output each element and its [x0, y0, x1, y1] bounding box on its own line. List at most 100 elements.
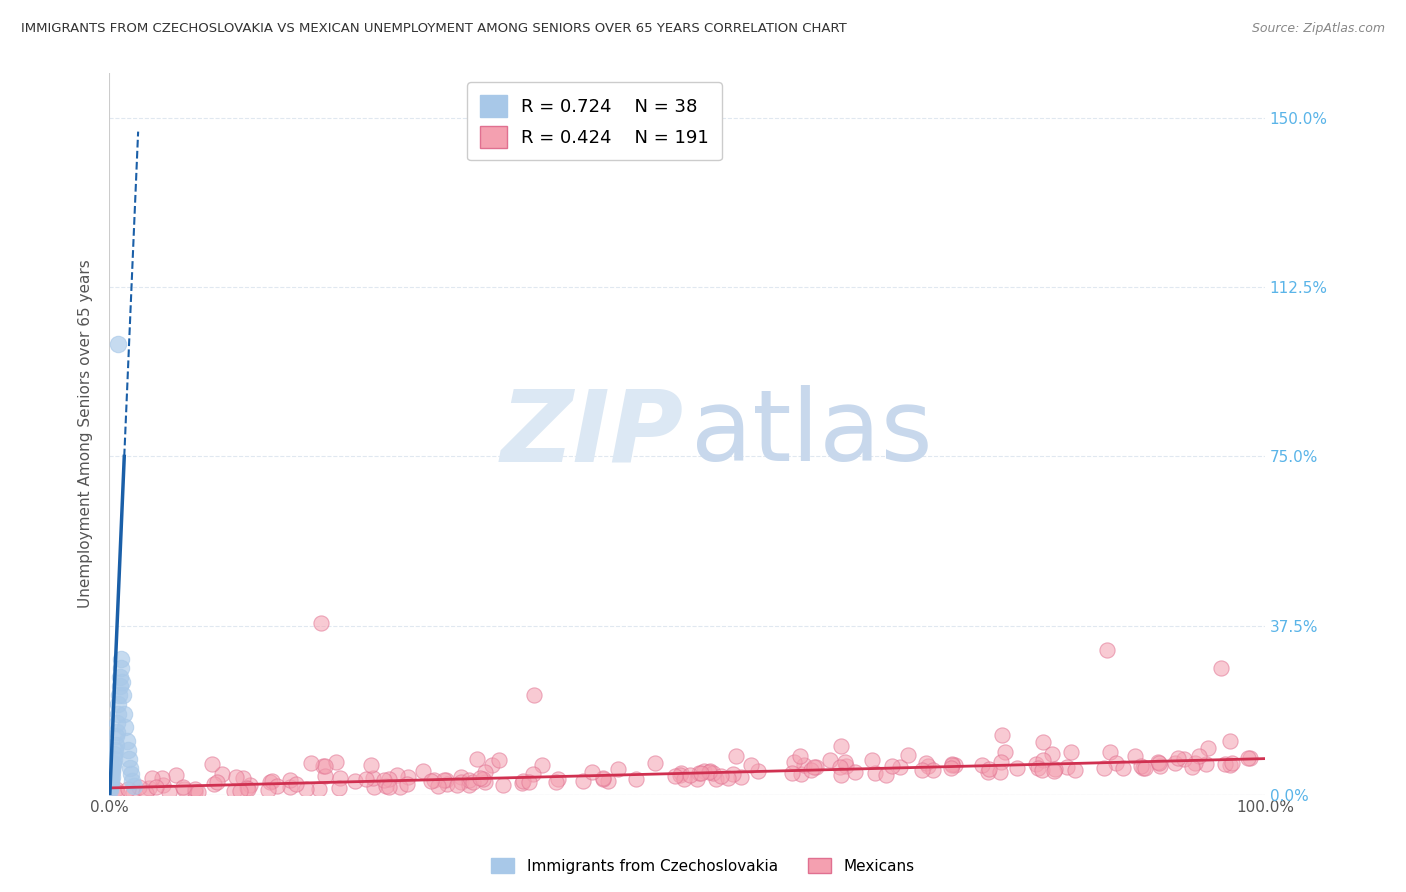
Point [141, 771, 163, 785]
Point [423, 772, 446, 787]
Point [830, 767, 852, 781]
Point [671, 766, 693, 780]
Point [108, 680, 131, 694]
Point [730, 770, 752, 784]
Point [202, 777, 225, 791]
Point [492, 778, 515, 792]
Point [686, 772, 709, 786]
Point [664, 769, 686, 783]
Point [1213, 757, 1236, 772]
Point [138, 781, 160, 796]
Point [105, 724, 128, 739]
Point [278, 780, 301, 794]
Point [187, 785, 209, 799]
Text: IMMIGRANTS FROM CZECHOSLOVAKIA VS MEXICAN UNEMPLOYMENT AMONG SENIORS OVER 65 YEA: IMMIGRANTS FROM CZECHOSLOVAKIA VS MEXICA… [21, 22, 846, 36]
Point [295, 781, 318, 796]
Point [103, 751, 125, 765]
Point [939, 761, 962, 775]
Point [1025, 757, 1047, 772]
Point [844, 764, 866, 779]
Point [314, 769, 336, 783]
Point [165, 767, 187, 781]
Point [128, 780, 150, 794]
Point [117, 782, 139, 797]
Point [104, 742, 127, 756]
Point [1032, 754, 1054, 768]
Point [941, 757, 963, 772]
Point [118, 751, 141, 765]
Point [988, 764, 1011, 779]
Point [690, 766, 713, 780]
Point [471, 772, 494, 786]
Point [412, 764, 434, 779]
Point [882, 759, 904, 773]
Point [1211, 661, 1233, 675]
Point [704, 772, 727, 787]
Point [284, 777, 307, 791]
Point [1032, 734, 1054, 748]
Point [780, 766, 803, 780]
Point [112, 689, 135, 703]
Point [626, 772, 648, 786]
Point [977, 764, 1000, 779]
Point [1040, 747, 1063, 761]
Point [793, 757, 815, 772]
Point [1195, 757, 1218, 772]
Point [299, 756, 322, 771]
Point [101, 761, 124, 775]
Point [523, 689, 546, 703]
Point [828, 760, 851, 774]
Point [111, 674, 134, 689]
Point [107, 698, 129, 712]
Point [1219, 757, 1241, 772]
Point [105, 729, 128, 743]
Point [436, 777, 458, 791]
Point [1099, 745, 1122, 759]
Point [420, 774, 443, 789]
Point [325, 755, 347, 769]
Point [725, 749, 748, 764]
Point [105, 785, 128, 799]
Point [1123, 748, 1146, 763]
Point [172, 780, 194, 794]
Point [1063, 763, 1085, 777]
Point [117, 742, 139, 756]
Point [572, 773, 595, 788]
Point [103, 756, 125, 771]
Point [278, 772, 301, 787]
Point [979, 762, 1001, 776]
Point [104, 781, 127, 796]
Point [375, 779, 398, 793]
Point [309, 616, 332, 631]
Point [450, 774, 472, 789]
Text: atlas: atlas [690, 385, 932, 483]
Point [1147, 755, 1170, 769]
Point [790, 766, 813, 780]
Point [152, 778, 174, 792]
Point [510, 776, 533, 790]
Point [377, 780, 399, 794]
Point [121, 774, 143, 789]
Point [699, 764, 721, 778]
Point [100, 779, 122, 793]
Point [373, 772, 395, 787]
Y-axis label: Unemployment Among Seniors over 65 years: Unemployment Among Seniors over 65 years [79, 260, 93, 608]
Point [717, 772, 740, 786]
Point [343, 773, 366, 788]
Point [1129, 759, 1152, 773]
Point [915, 756, 938, 770]
Point [101, 765, 124, 780]
Point [150, 771, 173, 785]
Point [697, 764, 720, 779]
Point [110, 652, 132, 666]
Point [98, 780, 121, 795]
Point [692, 764, 714, 778]
Point [229, 783, 252, 797]
Point [863, 765, 886, 780]
Point [488, 753, 510, 767]
Point [114, 720, 136, 734]
Point [122, 779, 145, 793]
Point [103, 747, 125, 761]
Point [465, 752, 488, 766]
Point [107, 706, 129, 721]
